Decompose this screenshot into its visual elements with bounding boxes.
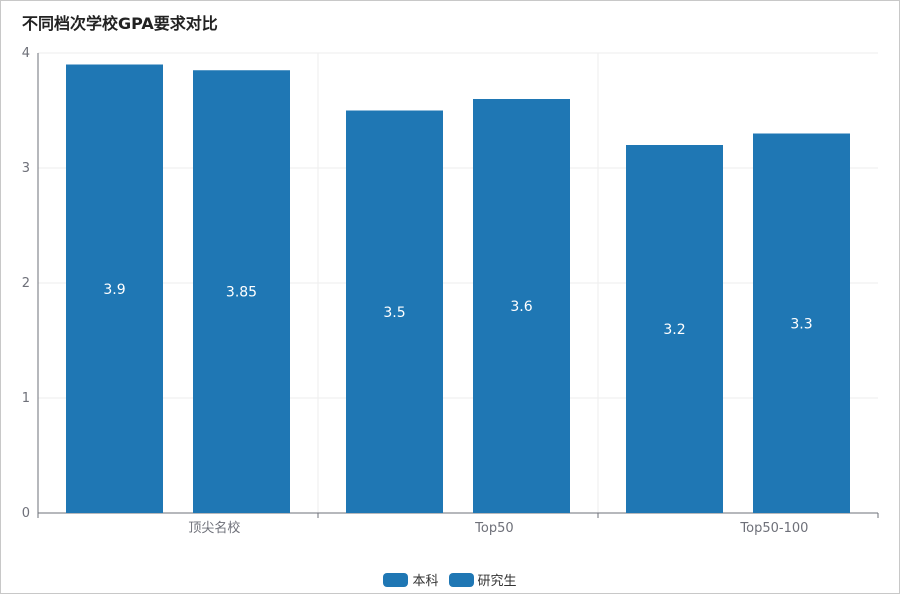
x-tick-label: Top50 bbox=[474, 521, 513, 536]
y-tick-label: 1 bbox=[22, 391, 30, 406]
data-label: 3.6 bbox=[510, 299, 532, 315]
y-tick-label: 2 bbox=[22, 276, 30, 291]
chart-title: 不同档次学校GPA要求对比 bbox=[22, 14, 218, 33]
y-tick-label: 0 bbox=[22, 506, 30, 521]
data-label: 3.9 bbox=[103, 282, 125, 298]
legend-swatch-graduate bbox=[448, 572, 474, 587]
bar bbox=[473, 99, 570, 513]
data-label: 3.5 bbox=[383, 305, 405, 321]
legend-item-undergrad[interactable]: 本科 bbox=[383, 570, 439, 589]
bar bbox=[626, 145, 723, 513]
x-tick-label: Top50-100 bbox=[739, 521, 808, 536]
bar bbox=[753, 133, 850, 513]
bar bbox=[346, 110, 443, 513]
y-tick-label: 4 bbox=[22, 46, 30, 61]
legend-label-graduate: 研究生 bbox=[477, 574, 517, 589]
y-tick-label: 3 bbox=[22, 161, 30, 176]
data-label: 3.2 bbox=[663, 322, 685, 338]
data-label: 3.3 bbox=[790, 316, 812, 332]
legend: 本科 研究生 bbox=[0, 570, 900, 589]
x-tick-label: 顶尖名校 bbox=[188, 520, 240, 536]
bar bbox=[66, 64, 163, 513]
legend-label-undergrad: 本科 bbox=[412, 574, 439, 589]
legend-item-graduate[interactable]: 研究生 bbox=[448, 570, 517, 589]
bar bbox=[193, 70, 290, 513]
legend-swatch-undergrad bbox=[383, 572, 409, 587]
data-label: 3.85 bbox=[226, 285, 257, 301]
